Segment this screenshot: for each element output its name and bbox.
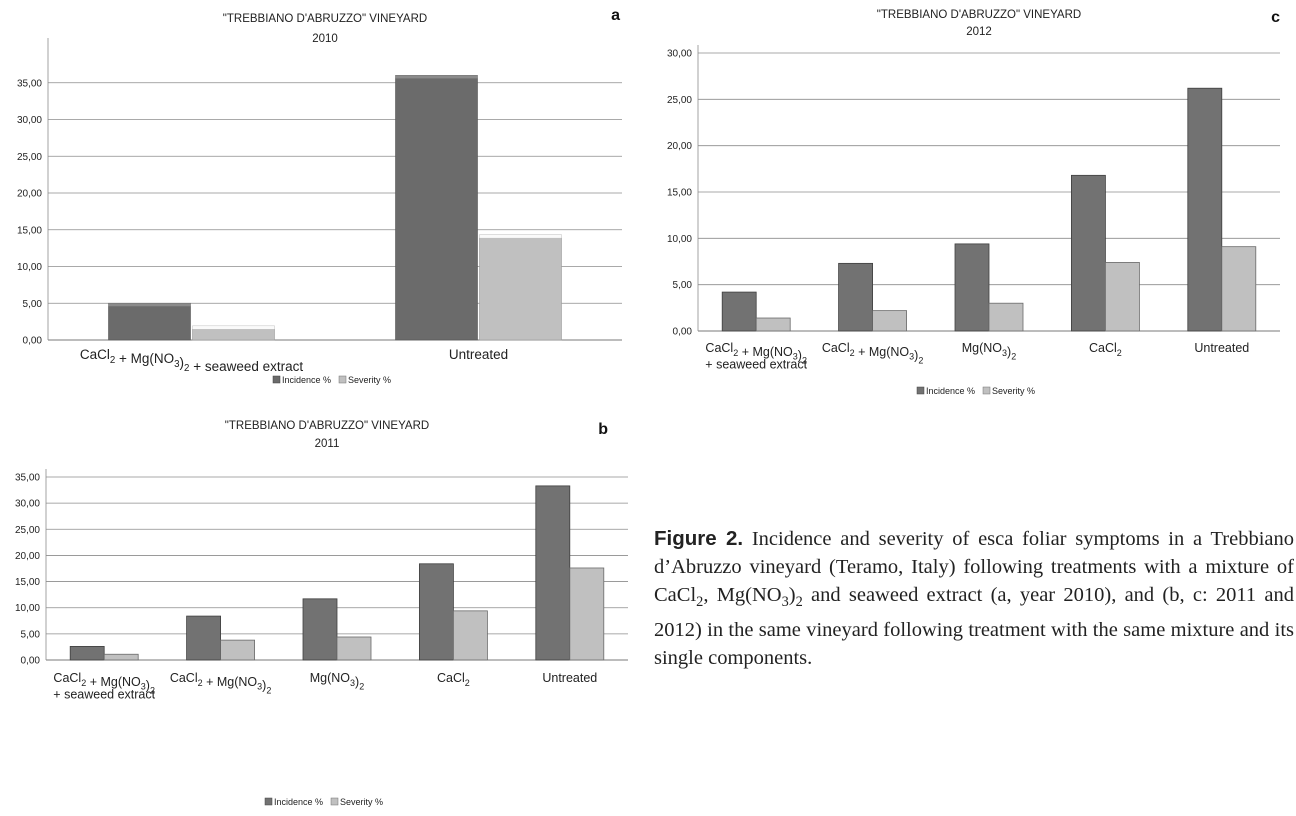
chart-b-ytick-label: 0,00 xyxy=(21,656,41,667)
chart-c-category-label: Mg(NO3)2 xyxy=(962,341,1016,362)
chart-panel-a: "TREBBIANO D'ABRUZZO" VINEYARD 2010 a 0,00 5… xyxy=(0,0,640,400)
chart-c-bar-severity xyxy=(1221,246,1257,332)
chart-panel-c: "TREBBIANO D'ABRUZZO" VINEYARD 2012 c 0,00 5… xyxy=(646,0,1296,400)
chart-b-bar-incidence xyxy=(302,598,338,661)
caption-text: Incidence and severity of esca foliar sy… xyxy=(654,528,1294,670)
chart-b-ytick-label: 30,00 xyxy=(15,499,40,510)
chart-a-title: "TREBBIANO D'ABRUZZO" VINEYARD xyxy=(223,13,427,25)
chart-c-category-label-line2: + seaweed extract xyxy=(705,358,807,372)
chart-a-bar-severity xyxy=(479,234,562,341)
chart-a-bar-top xyxy=(192,326,275,330)
chart-c-bar-severity xyxy=(872,310,908,332)
chart-a-bar-incidence xyxy=(395,75,478,341)
chart-b-ytick-label: 10,00 xyxy=(15,603,40,614)
chart-b-bar-severity xyxy=(220,639,256,661)
chart-b-bar-severity xyxy=(569,567,605,661)
chart-panel-b: "TREBBIANO D'ABRUZZO" VINEYARD 2011 b 0,00 5… xyxy=(0,410,640,811)
chart-c-category-label: CaCl2 + Mg(NO3)2 xyxy=(822,341,924,365)
chart-c-category-label: CaCl2 xyxy=(1089,341,1122,358)
chart-b-legend-label: Incidence % xyxy=(274,797,323,807)
chart-b-ytick-label: 5,00 xyxy=(21,629,41,640)
chart-c-ytick-label: 10,00 xyxy=(667,234,692,245)
chart-b-legend-swatch xyxy=(330,797,339,806)
chart-c-ytick-label: 5,00 xyxy=(673,280,693,291)
chart-c-ytick-label: 0,00 xyxy=(673,327,693,338)
chart-c-ytick-label: 15,00 xyxy=(667,188,692,199)
chart-a-bar-top xyxy=(479,234,562,238)
chart-b-title: "TREBBIANO D'ABRUZZO" VINEYARD xyxy=(225,420,429,432)
chart-b-category-label: CaCl2 xyxy=(437,671,470,688)
chart-a-legend-swatch xyxy=(338,375,347,384)
chart-a-ytick-label: 10,00 xyxy=(17,262,42,273)
chart-c-bar-severity xyxy=(755,317,791,332)
chart-b-bar-incidence xyxy=(186,615,222,661)
chart-b-bar-incidence xyxy=(535,485,571,661)
chart-b-ytick-label: 25,00 xyxy=(15,525,40,536)
figure-caption: Figure 2. Incidence and severity of esca… xyxy=(654,525,1294,672)
chart-c-panel-letter: c xyxy=(1271,9,1280,26)
chart-b-legend-swatch xyxy=(264,797,273,806)
chart-c-bar-incidence xyxy=(838,262,874,332)
chart-b-legend-label: Severity % xyxy=(340,797,383,807)
chart-c-bar-severity xyxy=(1104,262,1140,332)
chart-a-bar-incidence xyxy=(108,302,191,341)
chart-c-svg: "TREBBIANO D'ABRUZZO" VINEYARD 2012 c 0,00 5… xyxy=(667,9,1280,396)
chart-a-panel-letter: a xyxy=(611,7,620,24)
chart-a-category-label: Untreated xyxy=(449,347,508,362)
chart-b-ytick-label: 35,00 xyxy=(15,473,40,484)
chart-b-bar-incidence xyxy=(418,563,454,661)
chart-c-ytick-label: 20,00 xyxy=(667,141,692,152)
chart-a-ytick-label: 25,00 xyxy=(17,152,42,163)
chart-c-bar-incidence xyxy=(721,291,757,332)
chart-a-legend-label: Incidence % xyxy=(282,375,331,385)
chart-a-ytick-label: 30,00 xyxy=(17,115,42,126)
chart-c-bar-incidence xyxy=(1187,87,1223,332)
chart-a-subtitle: 2010 xyxy=(312,33,338,45)
chart-a-bar-top xyxy=(108,303,191,307)
chart-a-ytick-label: 5,00 xyxy=(23,299,43,310)
chart-c-legend-label: Incidence % xyxy=(926,386,975,396)
chart-b-ytick-label: 20,00 xyxy=(15,551,40,562)
chart-a-ytick-label: 20,00 xyxy=(17,189,42,200)
chart-c-legend-swatch xyxy=(982,386,991,395)
chart-b-category-label-line2: + seaweed extract xyxy=(53,688,155,702)
chart-c-ytick-label: 25,00 xyxy=(667,95,692,106)
caption-label: Figure 2. xyxy=(654,527,744,550)
chart-a-svg: "TREBBIANO D'ABRUZZO" VINEYARD 2010 a 0,00 5… xyxy=(17,7,622,385)
chart-b-svg: "TREBBIANO D'ABRUZZO" VINEYARD 2011 b 0,00 5… xyxy=(15,420,628,807)
chart-b-bar-severity xyxy=(452,610,488,661)
chart-b-subtitle: 2011 xyxy=(315,438,340,450)
chart-a-legend-swatch xyxy=(272,375,281,384)
chart-b-bar-severity xyxy=(336,636,372,661)
chart-c-legend-label: Severity % xyxy=(992,386,1035,396)
chart-c-title: "TREBBIANO D'ABRUZZO" VINEYARD xyxy=(877,9,1081,21)
chart-b-bar-severity xyxy=(103,653,139,661)
chart-b-panel-letter: b xyxy=(598,421,608,438)
chart-c-legend-swatch xyxy=(916,386,925,395)
chart-a-ytick-label: 0,00 xyxy=(23,336,43,347)
chart-a-legend-label: Severity % xyxy=(348,375,391,385)
chart-c-bar-incidence xyxy=(1070,174,1106,332)
chart-a-ytick-label: 15,00 xyxy=(17,225,42,236)
chart-c-subtitle: 2012 xyxy=(966,26,992,38)
chart-b-category-label: CaCl2 + Mg(NO3)2 xyxy=(170,671,272,695)
chart-b-bar-incidence xyxy=(69,646,105,661)
chart-a-bar-top xyxy=(395,75,478,79)
chart-b-category-label: Untreated xyxy=(542,671,597,685)
chart-c-ytick-label: 30,00 xyxy=(667,49,692,60)
chart-a-category-label: CaCl2 + Mg(NO3)2 + seaweed extract xyxy=(80,347,304,374)
chart-c-bar-incidence xyxy=(954,243,990,332)
chart-b-ytick-label: 15,00 xyxy=(15,577,40,588)
chart-a-ytick-label: 35,00 xyxy=(17,78,42,89)
chart-c-category-label: CaCl2 + Mg(NO3)2 xyxy=(705,341,807,365)
chart-c-category-label: Untreated xyxy=(1194,341,1249,355)
chart-b-category-label: CaCl2 + Mg(NO3)2 xyxy=(53,671,155,695)
chart-c-bar-severity xyxy=(988,302,1024,332)
chart-b-category-label: Mg(NO3)2 xyxy=(310,671,364,692)
